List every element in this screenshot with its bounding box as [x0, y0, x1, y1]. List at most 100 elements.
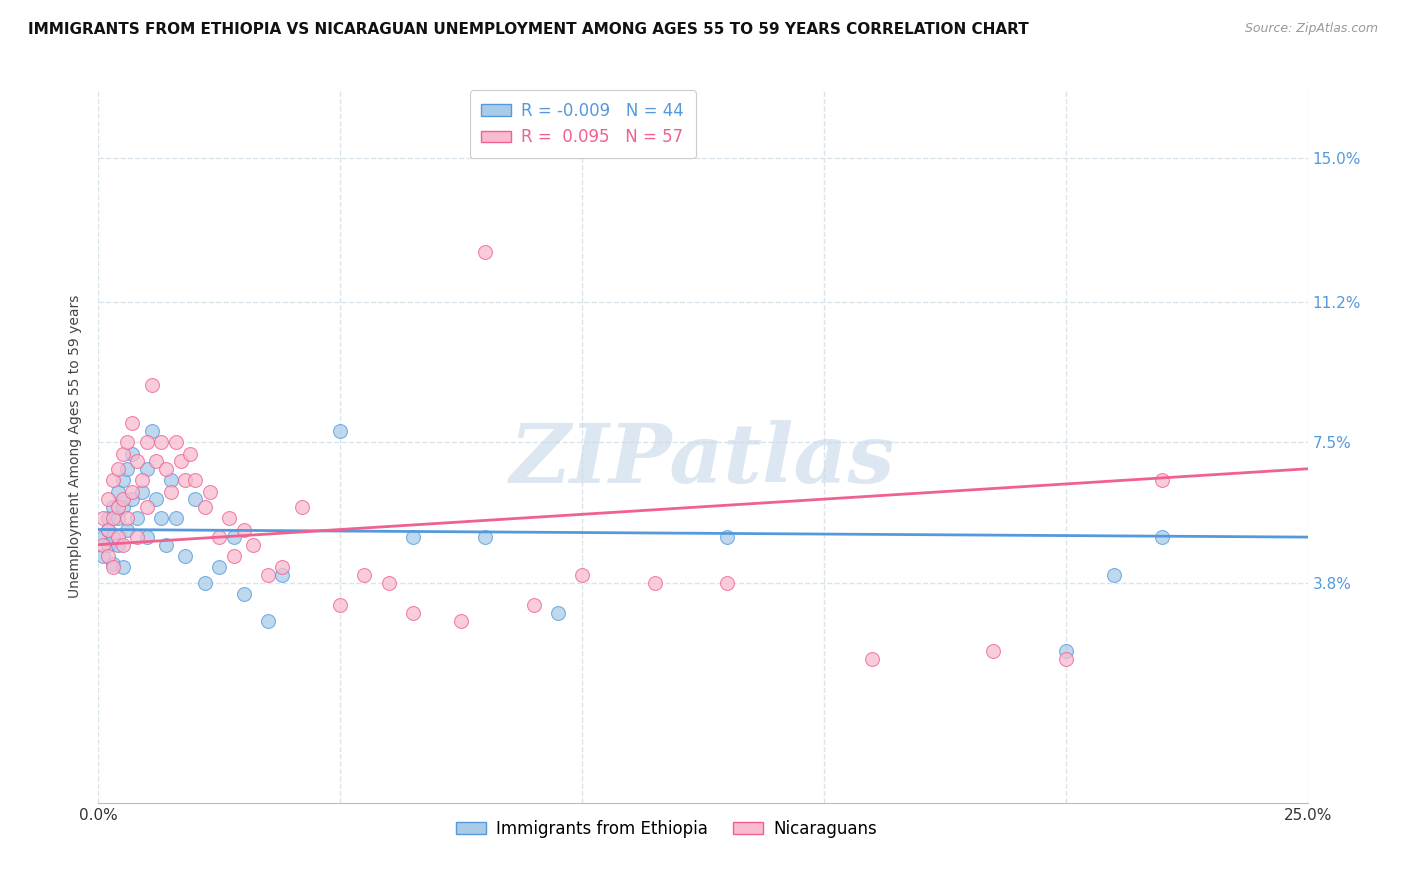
Point	[131, 473, 153, 487]
Point	[194, 500, 217, 514]
Point	[101, 530, 124, 544]
Point	[111, 492, 134, 507]
Point	[107, 462, 129, 476]
Text: IMMIGRANTS FROM ETHIOPIA VS NICARAGUAN UNEMPLOYMENT AMONG AGES 55 TO 59 YEARS CO: IMMIGRANTS FROM ETHIOPIA VS NICARAGUAN U…	[28, 22, 1029, 37]
Point	[1152, 530, 1174, 544]
Point	[121, 447, 143, 461]
Point	[107, 530, 129, 544]
Point	[523, 599, 546, 613]
Point	[402, 530, 425, 544]
Point	[111, 473, 134, 487]
Point	[107, 511, 129, 525]
Point	[1102, 568, 1125, 582]
Point	[97, 549, 120, 563]
Point	[184, 492, 207, 507]
Point	[141, 424, 163, 438]
Point	[208, 560, 231, 574]
Point	[145, 492, 167, 507]
Point	[101, 557, 124, 571]
Point	[121, 484, 143, 499]
Point	[131, 484, 153, 499]
Point	[377, 575, 399, 590]
Point	[127, 454, 149, 468]
Point	[218, 511, 240, 525]
Point	[329, 599, 352, 613]
Point	[716, 530, 738, 544]
Point	[165, 435, 187, 450]
Point	[256, 568, 278, 582]
Point	[402, 606, 425, 620]
Point	[184, 473, 207, 487]
Point	[329, 424, 352, 438]
Point	[111, 500, 134, 514]
Point	[169, 454, 191, 468]
Point	[121, 492, 143, 507]
Point	[547, 606, 569, 620]
Point	[111, 538, 134, 552]
Point	[174, 473, 197, 487]
Point	[101, 473, 124, 487]
Point	[97, 523, 120, 537]
Point	[111, 560, 134, 574]
Point	[135, 500, 157, 514]
Point	[160, 484, 183, 499]
Point	[91, 549, 114, 563]
Point	[117, 523, 139, 537]
Point	[1152, 473, 1174, 487]
Point	[117, 435, 139, 450]
Point	[101, 500, 124, 514]
Point	[716, 575, 738, 590]
Point	[450, 614, 472, 628]
Point	[165, 511, 187, 525]
Point	[101, 560, 124, 574]
Point	[97, 523, 120, 537]
Point	[127, 530, 149, 544]
Point	[474, 245, 496, 260]
Point	[127, 511, 149, 525]
Point	[107, 484, 129, 499]
Point	[232, 587, 254, 601]
Text: ZIPatlas: ZIPatlas	[510, 420, 896, 500]
Point	[571, 568, 593, 582]
Point	[1054, 644, 1077, 658]
Point	[860, 651, 883, 665]
Y-axis label: Unemployment Among Ages 55 to 59 years: Unemployment Among Ages 55 to 59 years	[69, 294, 83, 598]
Point	[198, 484, 221, 499]
Point	[135, 530, 157, 544]
Point	[981, 644, 1004, 658]
Point	[256, 614, 278, 628]
Point	[155, 462, 177, 476]
Point	[97, 511, 120, 525]
Point	[121, 416, 143, 430]
Point	[179, 447, 201, 461]
Point	[145, 454, 167, 468]
Point	[117, 462, 139, 476]
Point	[290, 500, 312, 514]
Point	[174, 549, 197, 563]
Point	[107, 538, 129, 552]
Point	[1054, 651, 1077, 665]
Point	[97, 492, 120, 507]
Point	[271, 568, 294, 582]
Point	[242, 538, 264, 552]
Point	[111, 447, 134, 461]
Point	[474, 530, 496, 544]
Point	[222, 549, 245, 563]
Point	[135, 435, 157, 450]
Point	[155, 538, 177, 552]
Point	[232, 523, 254, 537]
Legend: Immigrants from Ethiopia, Nicaraguans: Immigrants from Ethiopia, Nicaraguans	[450, 814, 884, 845]
Point	[91, 511, 114, 525]
Point	[141, 378, 163, 392]
Point	[107, 500, 129, 514]
Point	[353, 568, 375, 582]
Point	[150, 435, 173, 450]
Point	[222, 530, 245, 544]
Point	[135, 462, 157, 476]
Point	[194, 575, 217, 590]
Point	[91, 538, 114, 552]
Point	[91, 530, 114, 544]
Point	[117, 511, 139, 525]
Point	[150, 511, 173, 525]
Point	[97, 538, 120, 552]
